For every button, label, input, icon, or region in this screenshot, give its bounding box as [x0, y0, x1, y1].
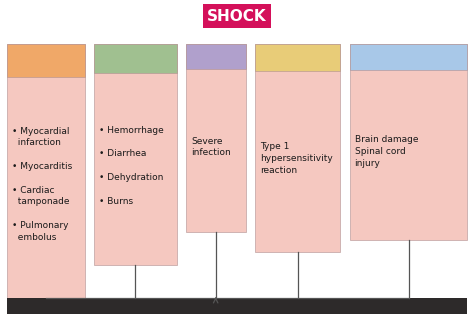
Text: SHOCK: SHOCK [207, 9, 267, 24]
FancyBboxPatch shape [94, 44, 177, 265]
FancyBboxPatch shape [202, 4, 271, 28]
FancyBboxPatch shape [7, 298, 467, 314]
FancyBboxPatch shape [186, 44, 246, 69]
Text: Brain damage
Spinal cord
injury: Brain damage Spinal cord injury [355, 136, 418, 168]
FancyBboxPatch shape [350, 44, 467, 70]
FancyBboxPatch shape [255, 44, 340, 252]
FancyBboxPatch shape [186, 44, 246, 232]
FancyBboxPatch shape [350, 44, 467, 240]
FancyBboxPatch shape [7, 44, 85, 298]
Text: Type 1
hypersensitivity
reaction: Type 1 hypersensitivity reaction [260, 142, 332, 174]
Text: Severe
infection: Severe infection [191, 137, 231, 158]
FancyBboxPatch shape [7, 44, 85, 77]
FancyBboxPatch shape [255, 44, 340, 71]
Text: • Myocardial
  infarction

• Myocarditis

• Cardiac
  tamponade

• Pulmonary
  e: • Myocardial infarction • Myocarditis • … [12, 127, 72, 242]
Text: • Hemorrhage

• Diarrhea

• Dehydration

• Burns: • Hemorrhage • Diarrhea • Dehydration • … [99, 126, 164, 206]
FancyBboxPatch shape [94, 44, 177, 73]
